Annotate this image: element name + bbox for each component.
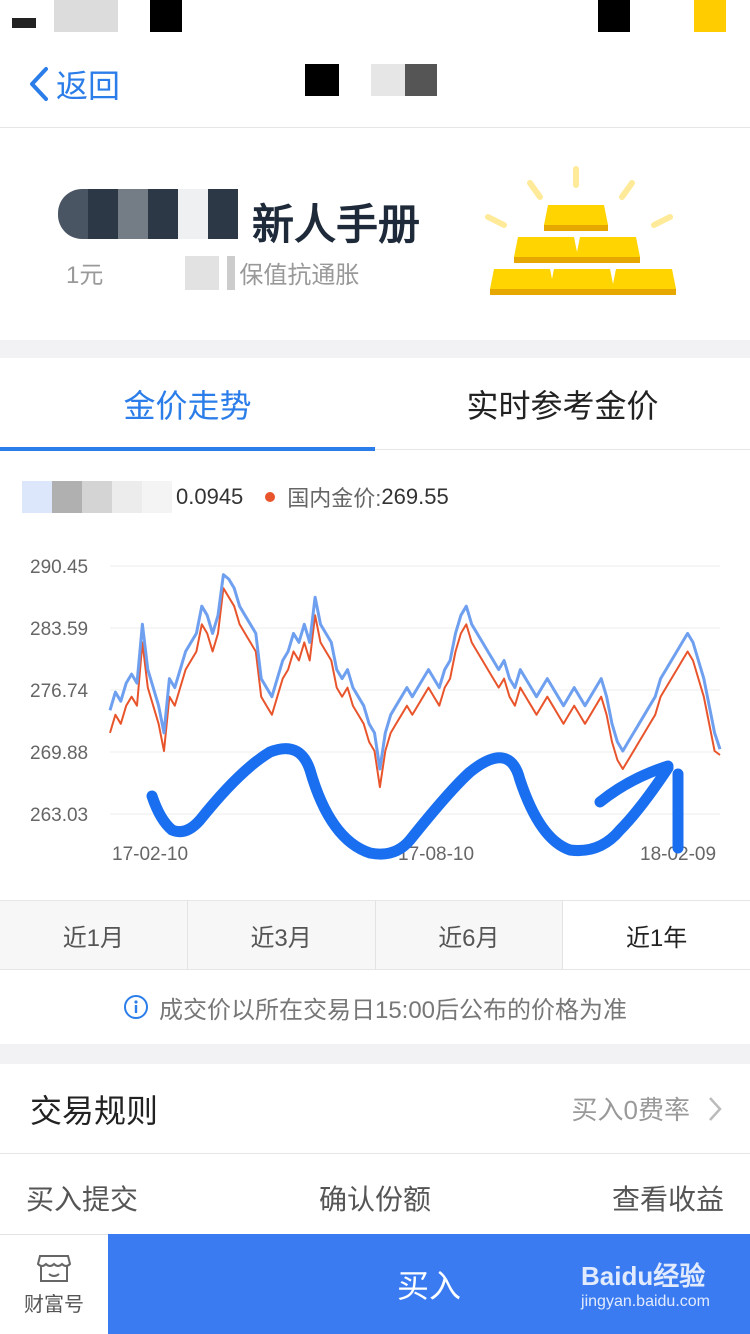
banner-subtitle: 1元 保值抗通胀 — [66, 255, 359, 290]
range-selector: 近1月 近3月 近6月 近1年 — [0, 900, 750, 970]
range-1y[interactable]: 近1年 — [563, 901, 750, 969]
gold-price-chart[interactable]: 290.45 283.59 276.74 269.88 263.03 17-02-10 17… — [0, 540, 750, 880]
reference-price-line — [108, 573, 722, 771]
banner-sub-prefix: 1元 — [66, 262, 104, 289]
price-note: 成交价以所在交易日15:00后公布的价格为准 — [0, 970, 750, 1044]
gold-bars-icon — [485, 166, 676, 295]
y-tick-label: 269.88 — [30, 743, 88, 764]
legend-value-1: 0.0945 — [176, 484, 244, 509]
trading-rules-title: 交易规则 — [30, 1092, 159, 1129]
section-divider — [0, 1044, 750, 1064]
chevron-left-icon — [30, 67, 48, 101]
back-label: 返回 — [56, 68, 121, 104]
trade-steps: 买入提交 确认份额 查看收益 — [0, 1178, 750, 1234]
watermark-url: jingyan.baidu.com — [581, 1293, 710, 1310]
domestic-price-line — [109, 587, 721, 789]
battery-icon — [694, 0, 726, 32]
baidu-watermark: Baidu经验 jingyan.baidu.com — [581, 1256, 710, 1311]
chart-legend: 0.0945 国内金价: 269.55 — [22, 480, 449, 514]
info-icon — [123, 995, 148, 1019]
handwritten-annotation — [146, 743, 674, 860]
banner-title: 新人手册 — [252, 201, 421, 248]
y-tick-label: 276.74 — [30, 681, 89, 702]
range-6m[interactable]: 近6月 — [375, 901, 564, 969]
price-note-text: 成交价以所在交易日15:00后公布的价格为准 — [158, 996, 628, 1024]
y-tick-label: 290.45 — [30, 557, 88, 578]
wealth-label: 财富号 — [24, 1294, 84, 1316]
legend-label-2: 国内金价: — [287, 486, 382, 511]
step-view-earnings: 查看收益 — [611, 1184, 724, 1215]
status-blur — [598, 0, 630, 32]
tab-price-trend[interactable]: 金价走势 — [0, 358, 375, 451]
buy-button[interactable]: 买入 Baidu经验 jingyan.baidu.com — [108, 1234, 750, 1334]
x-tick-label: 18-02-09 — [640, 844, 716, 865]
promo-banner[interactable]: 新人手册 1元 保值抗通胀 — [0, 129, 750, 339]
trading-rules-fee: 买入0费率 — [571, 1095, 690, 1125]
y-tick-label: 283.59 — [30, 619, 88, 640]
range-1m[interactable]: 近1月 — [0, 901, 188, 969]
wealth-button[interactable]: 财富号 — [0, 1234, 108, 1334]
x-tick-label: 17-08-10 — [398, 844, 474, 865]
x-tick-label: 17-02-10 — [112, 844, 188, 865]
status-bar — [0, 0, 750, 40]
status-blur — [54, 0, 118, 32]
chevron-right-icon — [709, 1096, 722, 1121]
store-icon — [36, 1255, 72, 1282]
banner-sub-suffix: 保值抗通胀 — [239, 262, 360, 289]
status-blur — [150, 0, 182, 32]
banner-title-blur — [58, 189, 238, 239]
range-3m[interactable]: 近3月 — [187, 901, 376, 969]
bottom-bar: 财富号 买入 Baidu经验 jingyan.baidu.com — [0, 1234, 750, 1334]
step-confirm-shares: 确认份额 — [318, 1184, 431, 1215]
legend-value-2: 269.55 — [381, 484, 449, 509]
handwritten-arrow — [594, 760, 684, 854]
legend-dot — [265, 492, 276, 502]
buy-label: 买入 — [396, 1268, 461, 1304]
back-button[interactable]: 返回 — [28, 62, 120, 106]
tab-realtime-price[interactable]: 实时参考金价 — [466, 388, 659, 424]
watermark-brand: Baidu经验 — [581, 1261, 706, 1291]
nav-bar: 返回 — [0, 40, 750, 128]
trading-rules-row[interactable]: 交易规则 买入0费率 — [0, 1064, 750, 1154]
y-tick-label: 263.03 — [30, 805, 88, 826]
step-buy-submit: 买入提交 — [26, 1184, 139, 1215]
status-signal — [12, 18, 36, 28]
section-divider — [0, 340, 750, 358]
page-title — [305, 64, 437, 98]
chart-tabs: 金价走势 实时参考金价 — [0, 358, 750, 451]
